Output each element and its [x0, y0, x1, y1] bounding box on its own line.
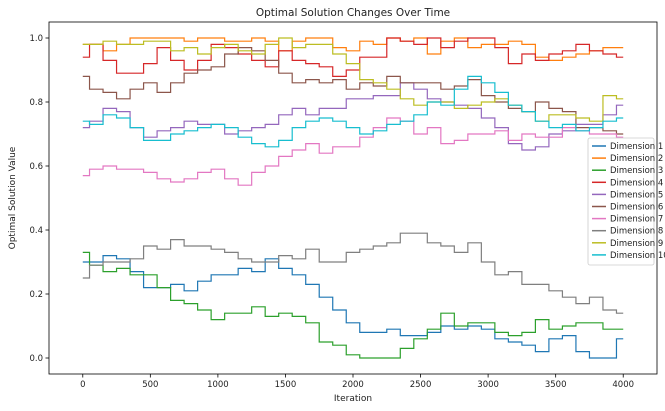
- y-tick-label: 1.0: [29, 34, 43, 44]
- legend-label: Dimension 4: [610, 178, 663, 188]
- series-line-7: [82, 117, 624, 186]
- chart-title: Optimal Solution Changes Over Time: [256, 7, 450, 19]
- x-tick-label: 4000: [612, 380, 634, 390]
- legend-label: Dimension 10: [610, 251, 665, 261]
- x-tick-label: 1500: [275, 380, 297, 390]
- x-tick-label: 3000: [477, 380, 499, 390]
- x-tick-label: 3500: [545, 380, 567, 390]
- series-line-5: [82, 82, 624, 151]
- series-line-4: [82, 37, 624, 77]
- y-tick-label: 0.6: [29, 162, 43, 172]
- legend-label: Dimension 8: [610, 227, 663, 237]
- x-tick-label: 2000: [342, 380, 364, 390]
- y-tick-label: 0.0: [29, 354, 43, 364]
- y-tick-label: 0.4: [29, 226, 43, 236]
- series-line-1: [82, 255, 624, 359]
- y-tick-label: 0.2: [29, 290, 43, 300]
- series-layer: [82, 37, 624, 359]
- x-axis-label: Iteration: [334, 394, 372, 404]
- legend: Dimension 1 Dimension 2 Dimension 3 Dimensi…: [587, 137, 665, 266]
- legend-label: Dimension 2: [610, 154, 663, 164]
- legend-label: Dimension 5: [610, 190, 663, 200]
- x-tick-label: 500: [142, 380, 158, 390]
- legend-label: Dimension 1: [610, 142, 663, 152]
- series-line-10: [82, 75, 624, 148]
- legend-label: Dimension 9: [610, 239, 663, 249]
- legend-label: Dimension 7: [610, 215, 663, 225]
- y-tick-label: 0.8: [29, 98, 43, 108]
- legend-label: Dimension 6: [610, 203, 663, 213]
- x-axis: 0 500 1000 1500 2000 2500 3000 3500 4000: [80, 374, 634, 390]
- series-line-8: [82, 232, 624, 314]
- y-axis-label: Optimal Solution Value: [8, 146, 18, 249]
- y-axis: 0.0 0.2 0.4 0.6 0.8 1.0: [29, 34, 49, 364]
- series-line-3: [82, 251, 624, 359]
- x-tick-label: 0: [80, 380, 85, 390]
- legend-label: Dimension 3: [610, 166, 663, 176]
- x-tick-label: 2500: [410, 380, 432, 390]
- x-tick-label: 1000: [207, 380, 229, 390]
